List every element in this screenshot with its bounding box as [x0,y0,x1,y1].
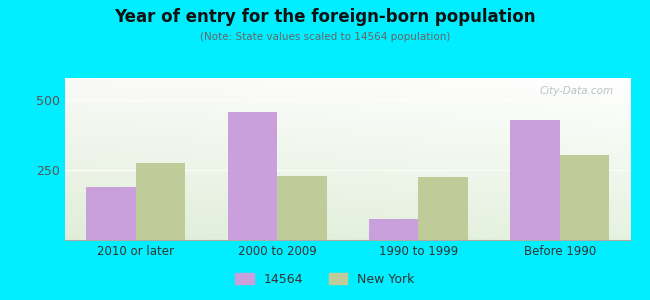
Bar [369,219,419,240]
Bar [419,177,468,240]
Text: City-Data.com: City-Data.com [540,86,614,96]
Text: Year of entry for the foreign-born population: Year of entry for the foreign-born popul… [114,8,536,26]
Bar [227,112,277,240]
Bar [560,155,609,240]
Bar [277,176,326,240]
Bar [136,163,185,240]
Legend: 14564, New York: 14564, New York [230,268,420,291]
Text: (Note: State values scaled to 14564 population): (Note: State values scaled to 14564 popu… [200,32,450,41]
Bar [510,120,560,240]
Bar [86,187,136,240]
